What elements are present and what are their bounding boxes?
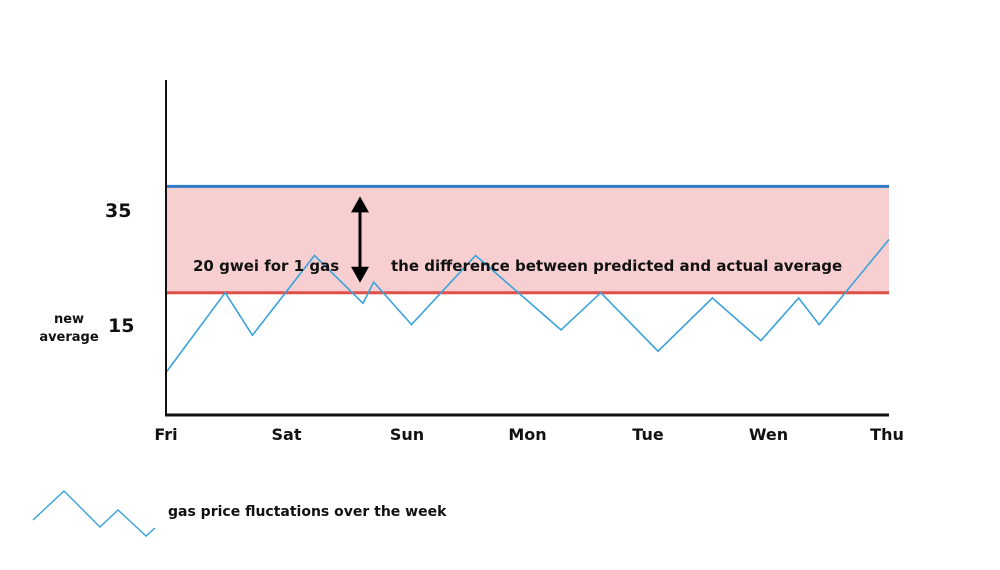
x-tick-label-sat: Sat	[271, 425, 302, 444]
new-average-label: new average	[39, 312, 99, 345]
x-tick-label-wen: Wen	[748, 425, 789, 444]
legend-swatch	[32, 490, 156, 537]
x-tick-label-fri: Fri	[154, 425, 178, 444]
y-tick-label-35: 35	[105, 200, 132, 222]
difference-arrow-head-up	[351, 196, 369, 213]
x-tick-label-sun: Sun	[389, 425, 425, 444]
difference-band	[166, 186, 889, 293]
series-line-1	[165, 238, 890, 373]
band-value-annotation: 20 gwei for 1 gas	[193, 257, 340, 275]
x-tick-label-tue: Tue	[632, 425, 664, 444]
difference-arrow-head-down	[351, 266, 369, 283]
y-tick-label-15: 15	[108, 315, 135, 337]
legend-label: gas price fluctations over the week	[168, 504, 447, 520]
x-tick-label-mon: Mon	[508, 425, 547, 444]
band-difference-annotation: the difference between predicted and act…	[391, 257, 843, 275]
x-tick-label-thu: Thu	[870, 425, 904, 444]
